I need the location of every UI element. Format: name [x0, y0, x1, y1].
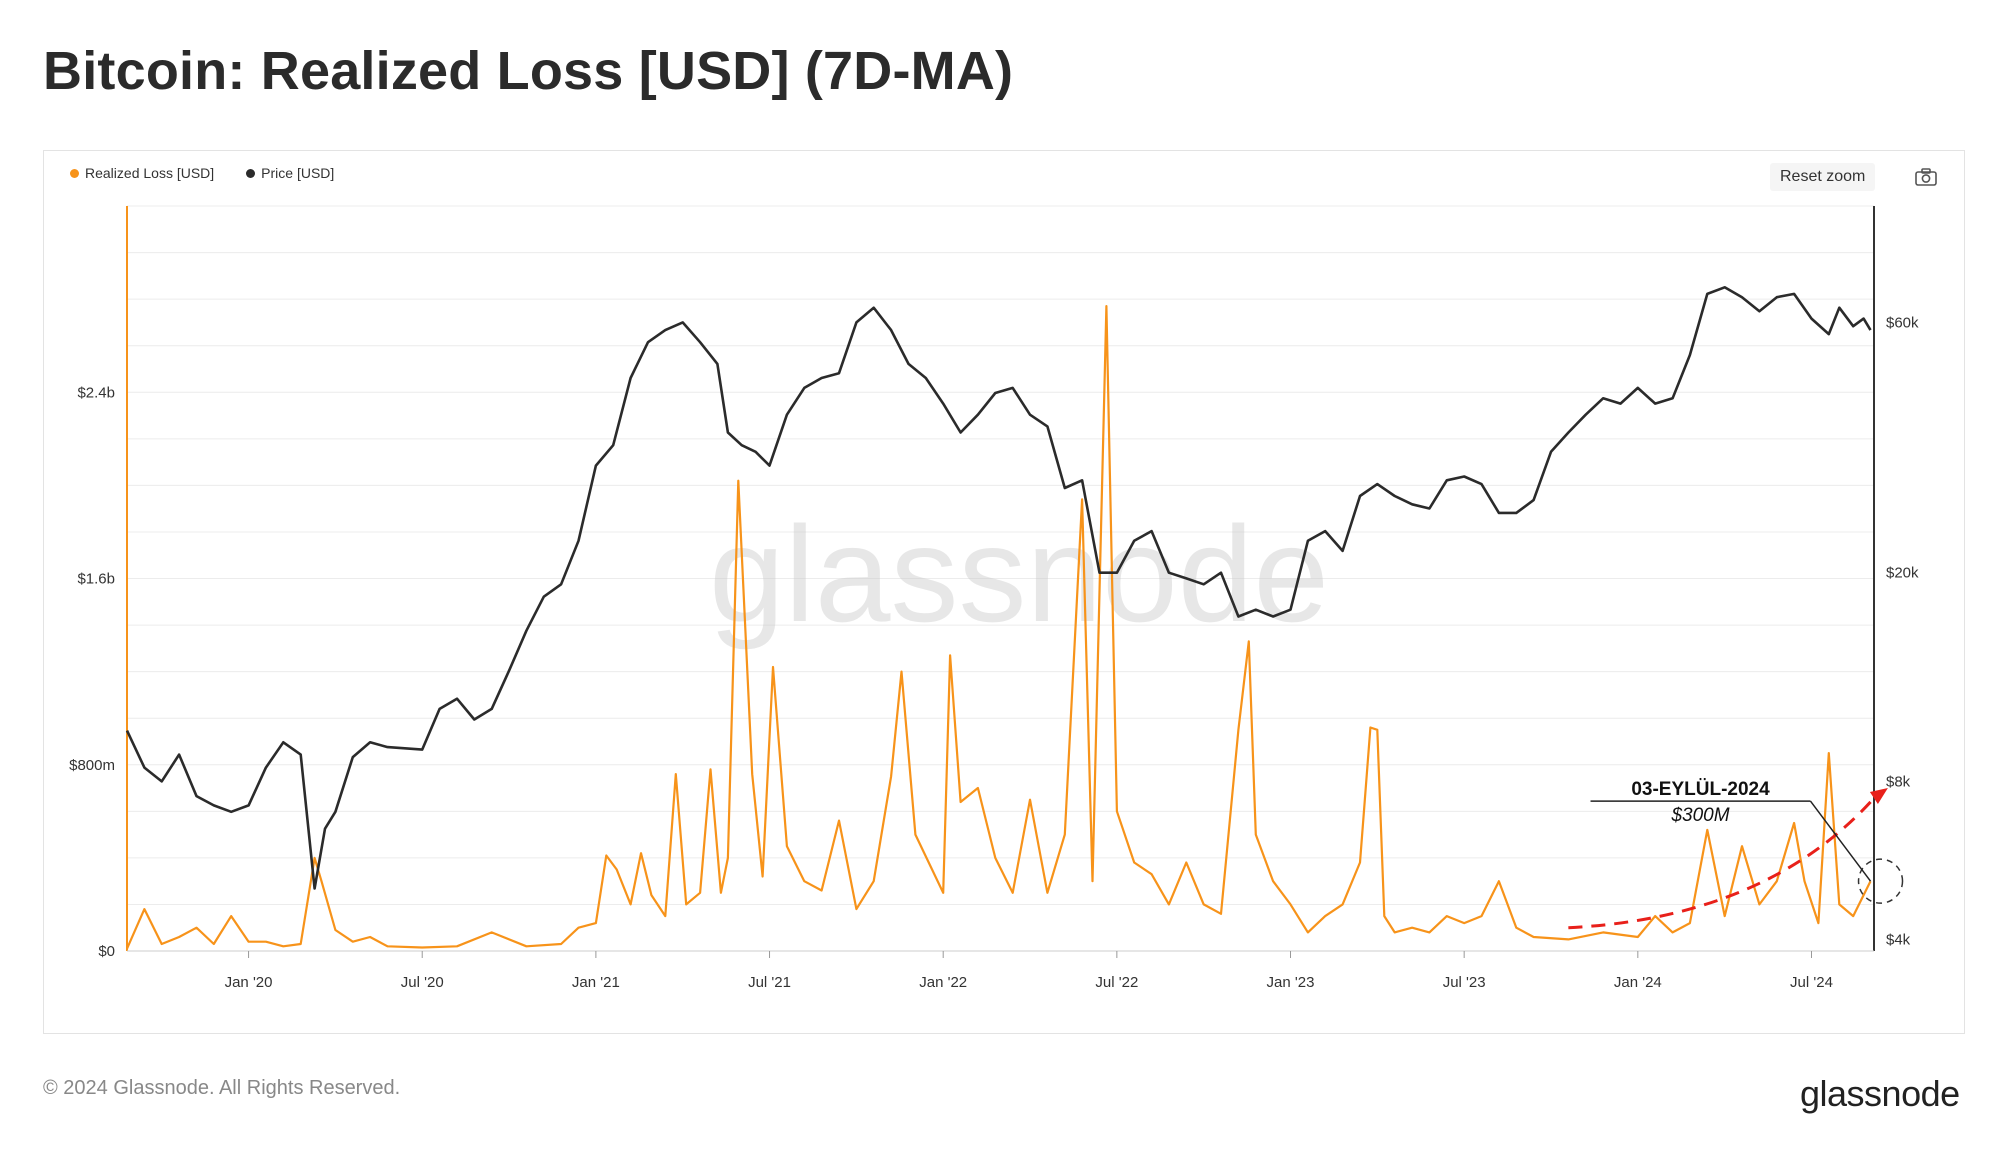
left-axis-tick-label: $1.6b — [77, 571, 115, 588]
grid-lines — [127, 205, 1874, 905]
annotation-leader-line — [1809, 800, 1872, 882]
left-axis-tick-label: $2.4b — [77, 384, 115, 401]
watermark-text: glassnode — [709, 498, 1329, 650]
right-axis-tick-label: $8k — [1886, 773, 1911, 790]
trend-arrow-line — [1568, 795, 1878, 930]
x-axis-tick-label: Jan '22 — [919, 974, 967, 991]
annotation-circle — [1857, 858, 1904, 904]
legend-dot-price — [246, 168, 256, 178]
annotation-value-label: $300M — [1670, 805, 1729, 826]
right-axis-tick-label: $4k — [1886, 931, 1911, 948]
x-axis-tick-label: Jan '24 — [1614, 974, 1662, 991]
copyright-text: © 2024 Glassnode. All Rights Reserved. — [43, 1077, 401, 1099]
annotation-group: 03-EYLÜL-2024 $300M — [1568, 779, 1904, 930]
chart-container: Realized Loss [USD] Price [USD] Reset zo… — [43, 150, 1965, 1034]
x-axis-tick-label: Jul '24 — [1790, 974, 1833, 991]
page-title: Bitcoin: Realized Loss [USD] (7D-MA) — [43, 41, 1014, 101]
left-axis-tick-label: $800m — [69, 757, 115, 774]
brand-logo[interactable]: glassnode — [1800, 1073, 1960, 1114]
legend-label-realized-loss: Realized Loss [USD] — [85, 165, 215, 181]
legend-item-price[interactable]: Price [USD] — [246, 165, 334, 181]
x-axis-tick-label: Jan '23 — [1267, 974, 1315, 991]
reset-zoom-button[interactable]: Reset zoom — [1770, 163, 1876, 191]
legend: Realized Loss [USD] Price [USD] — [70, 165, 334, 181]
x-axis-tick-label: Jul '22 — [1095, 974, 1138, 991]
legend-item-realized-loss[interactable]: Realized Loss [USD] — [70, 165, 214, 181]
annotation-date-label: 03-EYLÜL-2024 — [1631, 779, 1770, 800]
legend-dot-realized-loss — [70, 168, 79, 178]
axes: $0 $800m $1.6b $2.4b $4k $8k $20k $60k Jan '20 Ju… — [69, 206, 1919, 991]
right-axis-tick-label: $20k — [1886, 565, 1919, 582]
x-axis-tick-label: Jul '20 — [401, 974, 444, 991]
x-axis-tick-label: Jul '21 — [748, 974, 791, 991]
x-axis-tick-label: Jul '23 — [1443, 974, 1486, 991]
x-axis-tick-label: Jan '20 — [225, 974, 273, 991]
right-axis-tick-label: $60k — [1886, 314, 1919, 331]
series-group — [125, 286, 1872, 950]
price-line — [125, 286, 1872, 890]
x-axis-tick-label: Jan '21 — [572, 974, 620, 991]
left-axis-tick-label: $0 — [98, 943, 115, 960]
legend-label-price: Price [USD] — [261, 165, 335, 181]
realized-loss-line — [125, 305, 1872, 950]
chart-plot: glassnode $0 $800m $1.6b $2.4b $4k $8k $20k $60… — [69, 205, 1919, 991]
camera-icon[interactable] — [1914, 167, 1938, 187]
trend-arrow-head — [1869, 788, 1888, 805]
